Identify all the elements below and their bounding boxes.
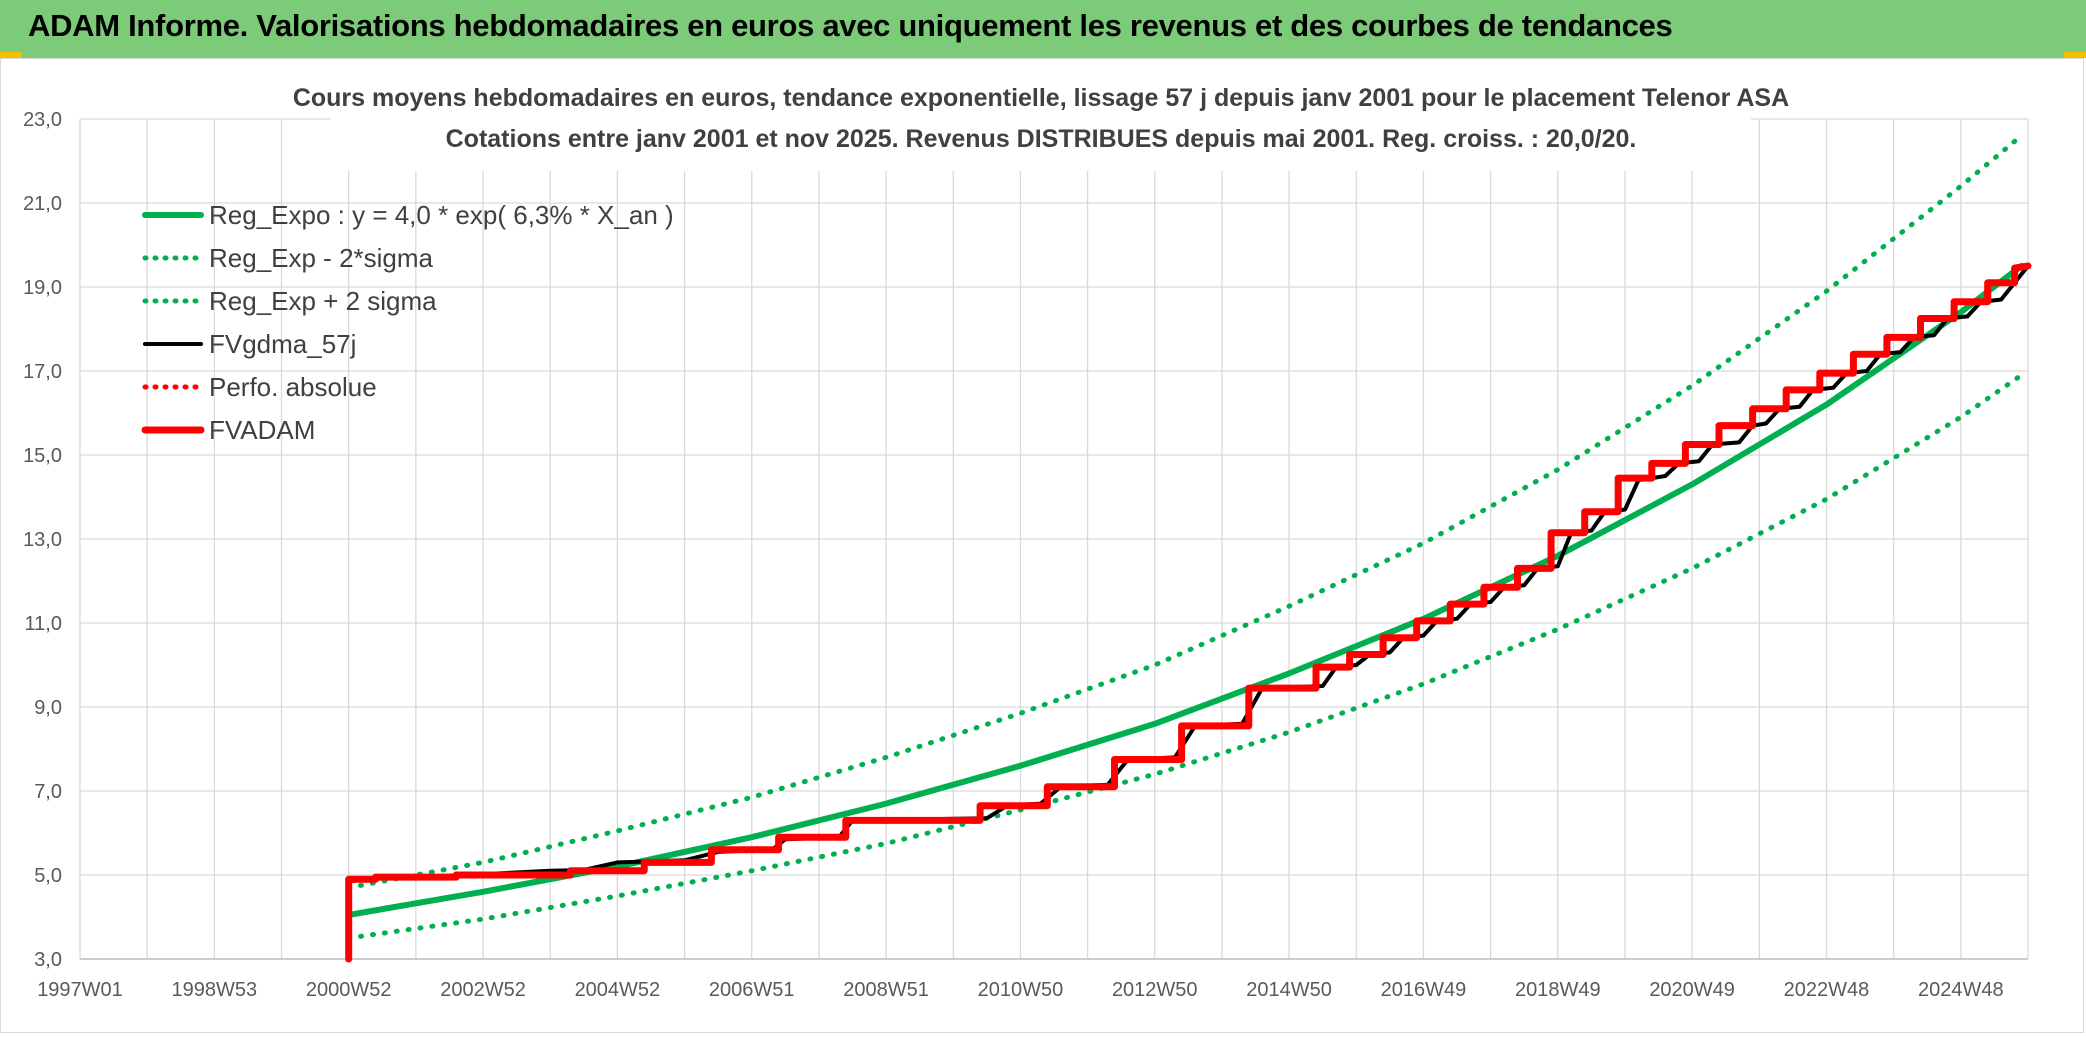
x-tick-label: 2000W52 xyxy=(306,979,392,1001)
x-tick-label: 2010W50 xyxy=(978,979,1064,1001)
title-background xyxy=(331,61,1751,171)
y-tick-label: 13,0 xyxy=(23,529,62,551)
chart-title: Cours moyens hebdomadaires en euros, ten… xyxy=(293,84,1789,112)
legend-label: Perfo. absolue xyxy=(209,372,377,402)
corner-marker-right xyxy=(2064,52,2086,58)
series-layer xyxy=(345,133,2032,963)
legend-label: FVgdma_57j xyxy=(209,329,356,359)
report-title: ADAM Informe. Valorisations hebdomadaire… xyxy=(28,8,1673,43)
line-chart: 3,0 5,0 7,0 9,0 11,0 13,0 15,0 17,0 19,0 21,0 23,0… xyxy=(23,61,2032,1001)
y-tick-label: 7,0 xyxy=(34,781,62,803)
y-tick-label: 9,0 xyxy=(34,697,62,719)
x-tick-label: 2024W48 xyxy=(1918,979,2004,1001)
x-tick-label: 2014W50 xyxy=(1246,979,1332,1001)
x-tick-label: 2004W52 xyxy=(575,979,661,1001)
corner-marker-left xyxy=(0,52,22,58)
chart-area: 3,0 5,0 7,0 9,0 11,0 13,0 15,0 17,0 19,0 21,0 23,0… xyxy=(0,58,2084,1033)
report-header: ADAM Informe. Valorisations hebdomadaire… xyxy=(0,0,2086,58)
x-tick-label: 2022W48 xyxy=(1784,979,1870,1001)
series-line-2 xyxy=(346,133,2024,891)
y-tick-label: 3,0 xyxy=(34,949,62,971)
y-tick-label: 17,0 xyxy=(23,361,62,383)
series-line-5 xyxy=(345,262,2032,963)
legend-label: Reg_Exp + 2 sigma xyxy=(209,286,437,316)
y-tick-label: 21,0 xyxy=(23,193,62,215)
x-tick-label: 2006W51 xyxy=(709,979,795,1001)
y-tick-label: 15,0 xyxy=(23,445,62,467)
legend: Reg_Expo : y = 4,0 * exp( 6,3% * X_an ) R… xyxy=(141,200,674,445)
legend-label: Reg_Exp - 2*sigma xyxy=(209,243,434,273)
series-line-3 xyxy=(346,264,2030,884)
legend-label: Reg_Expo : y = 4,0 * exp( 6,3% * X_an ) xyxy=(209,200,674,230)
x-tick-label: 2016W49 xyxy=(1381,979,1467,1001)
x-tick-label: 1998W53 xyxy=(172,979,258,1001)
x-axis-ticks: 1997W01 1998W53 2000W52 2002W52 2004W52 2006W… xyxy=(37,979,2003,1001)
y-tick-label: 19,0 xyxy=(23,277,62,299)
chart-subtitle: Cotations entre janv 2001 et nov 2025. R… xyxy=(446,125,1637,153)
x-tick-label: 1997W01 xyxy=(37,979,123,1001)
x-tick-label: 2012W50 xyxy=(1112,979,1198,1001)
x-tick-label: 2002W52 xyxy=(440,979,526,1001)
y-axis-ticks: 3,0 5,0 7,0 9,0 11,0 13,0 15,0 17,0 19,0 21,0 23,0 xyxy=(23,109,62,971)
x-tick-label: 2008W51 xyxy=(843,979,929,1001)
y-tick-label: 11,0 xyxy=(25,613,62,635)
legend-label: FVADAM xyxy=(209,415,315,445)
series-line-0 xyxy=(345,263,2025,918)
series-line-1 xyxy=(346,372,2024,941)
x-tick-label: 2020W49 xyxy=(1649,979,1735,1001)
y-tick-label: 23,0 xyxy=(23,109,62,131)
x-tick-label: 2018W49 xyxy=(1515,979,1601,1001)
y-tick-label: 5,0 xyxy=(34,865,62,887)
